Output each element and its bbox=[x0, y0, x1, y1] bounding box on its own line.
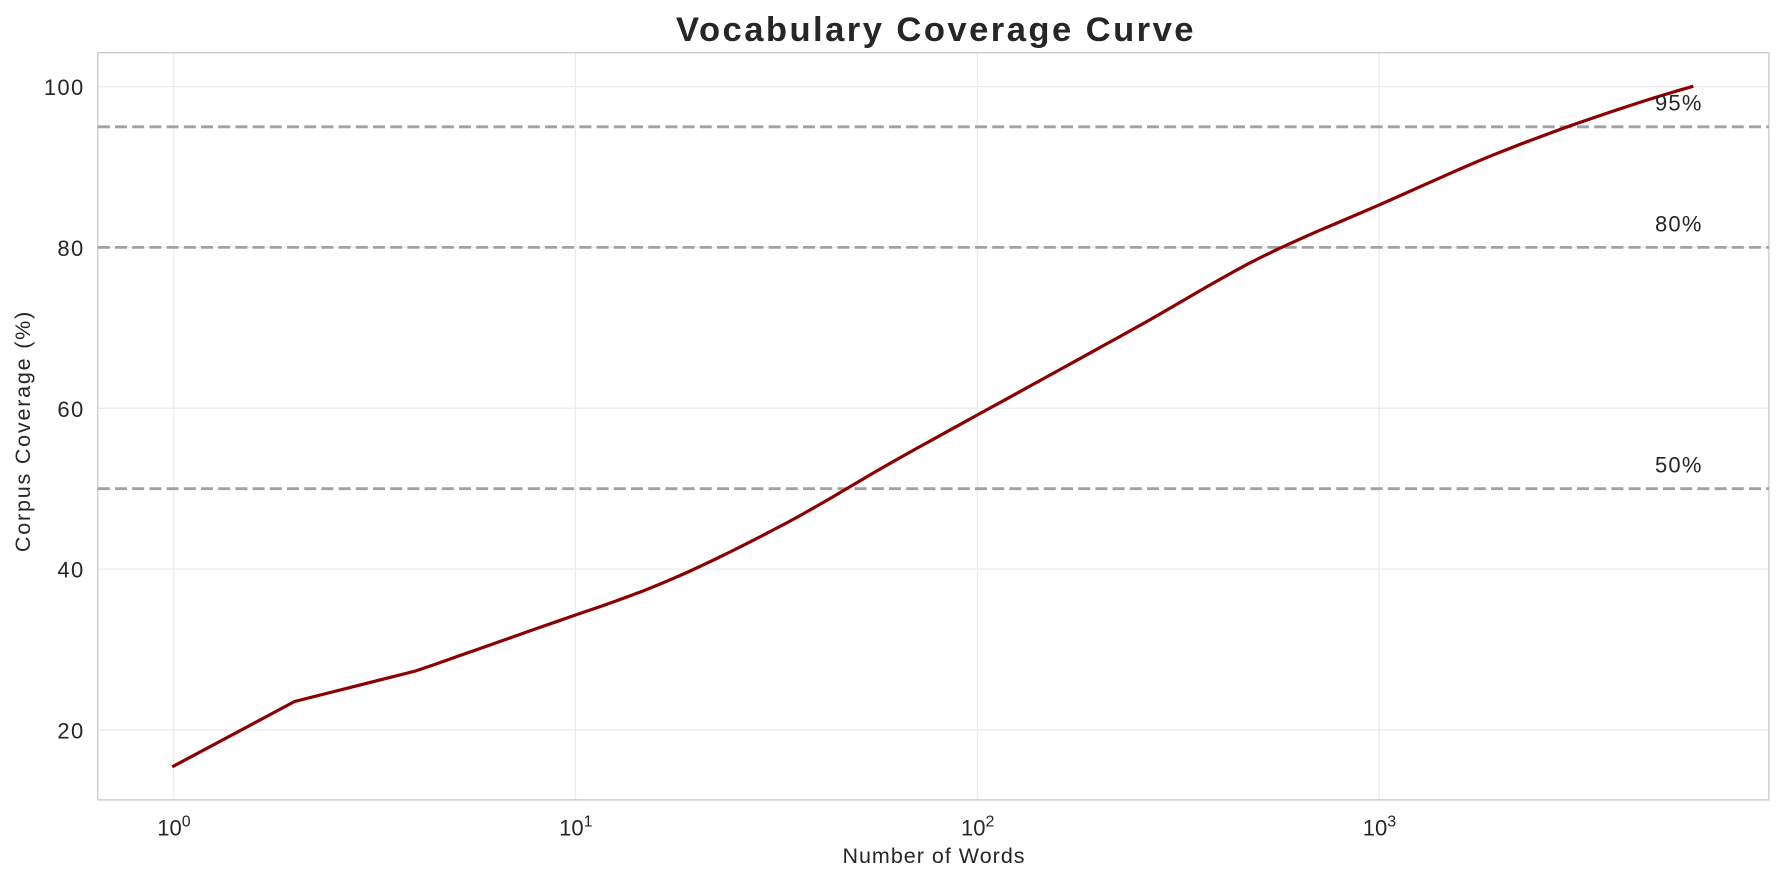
svg-text:100: 100 bbox=[44, 75, 85, 100]
svg-text:80: 80 bbox=[57, 236, 84, 261]
svg-text:40: 40 bbox=[57, 558, 84, 583]
svg-text:20: 20 bbox=[57, 718, 84, 743]
svg-text:Number of Words: Number of Words bbox=[842, 844, 1025, 868]
svg-text:Corpus Coverage (%): Corpus Coverage (%) bbox=[11, 310, 35, 552]
svg-text:60: 60 bbox=[57, 397, 84, 422]
svg-text:50%: 50% bbox=[1655, 453, 1703, 478]
svg-text:95%: 95% bbox=[1655, 91, 1703, 116]
svg-text:Vocabulary Coverage Curve: Vocabulary Coverage Curve bbox=[676, 11, 1196, 49]
svg-text:80%: 80% bbox=[1655, 211, 1703, 236]
